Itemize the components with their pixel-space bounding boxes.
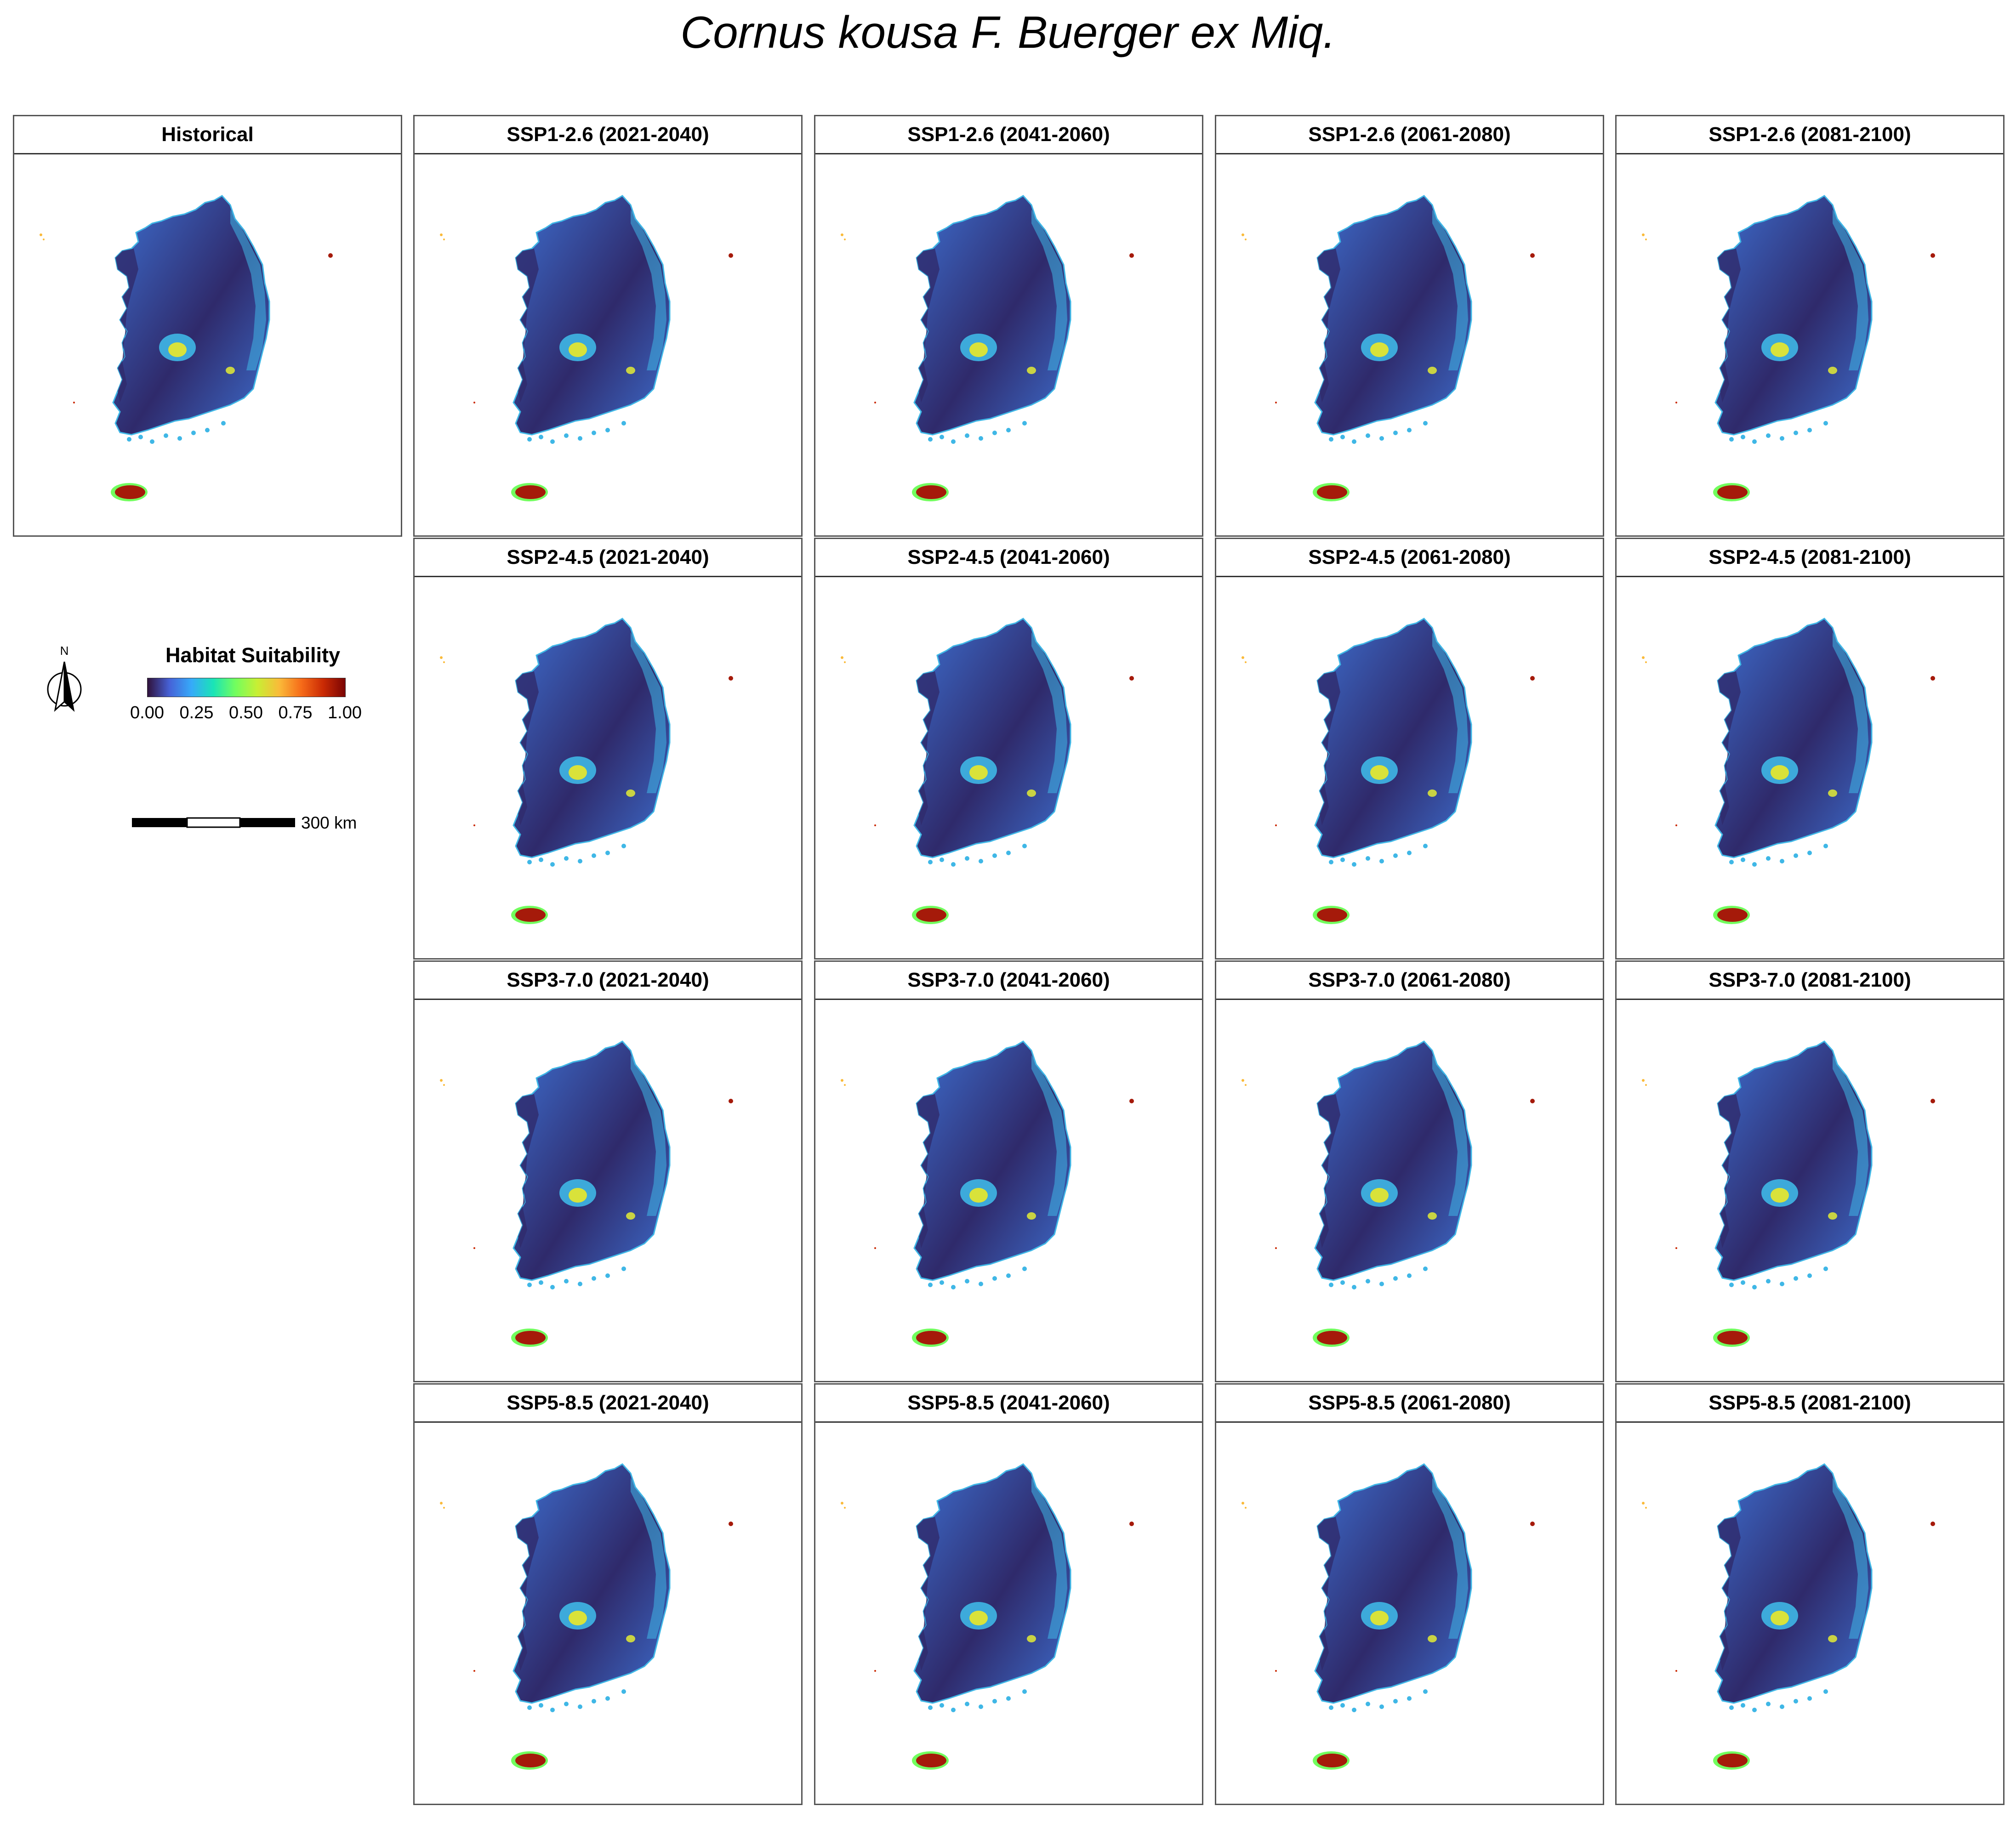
legend-tick-label: 0.00	[130, 703, 164, 722]
map-panel: SSP5-8.5 (2021-2040)	[413, 1383, 803, 1805]
panel-label: SSP1-2.6 (2041-2060)	[815, 116, 1202, 154]
suitability-map	[1241, 618, 1535, 924]
panel-label: SSP2-4.5 (2041-2060)	[815, 539, 1202, 577]
legend: Habitat Suitability 0.00 0.25 0.50 0.75 1.00	[124, 643, 382, 735]
panel-label: SSP5-8.5 (2021-2040)	[415, 1385, 801, 1423]
map-panel: SSP3-7.0 (2081-2100)	[1615, 960, 2005, 1382]
panel-label: SSP1-2.6 (2061-2080)	[1216, 116, 1603, 154]
panel-label: SSP5-8.5 (2061-2080)	[1216, 1385, 1603, 1423]
panel-label: SSP2-4.5 (2021-2040)	[415, 539, 801, 577]
suitability-map	[1241, 1463, 1535, 1770]
suitability-map	[1642, 1463, 1935, 1770]
map-panel: SSP2-4.5 (2041-2060)	[814, 538, 1203, 960]
north-label: N	[60, 644, 69, 658]
suitability-map	[440, 1040, 733, 1347]
panel-label: SSP3-7.0 (2021-2040)	[415, 962, 801, 1000]
map-panel: SSP5-8.5 (2081-2100)	[1615, 1383, 2005, 1805]
suitability-map	[841, 1040, 1134, 1347]
suitability-map	[841, 1463, 1134, 1770]
map-panel: SSP2-4.5 (2021-2040)	[413, 538, 803, 960]
legend-colorbar	[147, 678, 346, 697]
map-panel: SSP1-2.6 (2021-2040)	[413, 115, 803, 537]
scale-label: 300 km	[301, 813, 357, 832]
legend-tick-label: 0.25	[179, 703, 214, 722]
legend-tick-label: 0.75	[278, 703, 313, 722]
suitability-map	[1241, 1040, 1535, 1347]
suitability-map	[841, 195, 1134, 501]
legend-tick-label: 1.00	[328, 703, 362, 722]
panel-label: SSP2-4.5 (2081-2100)	[1617, 539, 2003, 577]
panel-label: SSP5-8.5 (2041-2060)	[815, 1385, 1202, 1423]
legend-title: Habitat Suitability	[165, 643, 341, 667]
map-panel: Historical	[13, 115, 402, 537]
map-panel: SSP5-8.5 (2041-2060)	[814, 1383, 1203, 1805]
map-panel: SSP3-7.0 (2041-2060)	[814, 960, 1203, 1382]
map-panel: SSP1-2.6 (2061-2080)	[1215, 115, 1604, 537]
panel-label: SSP2-4.5 (2061-2080)	[1216, 539, 1603, 577]
panel-label: SSP3-7.0 (2041-2060)	[815, 962, 1202, 1000]
suitability-map	[841, 618, 1134, 924]
suitability-map	[440, 618, 733, 924]
north-arrow-icon: N	[47, 644, 82, 712]
panel-label: Historical	[14, 116, 401, 154]
panel-label: SSP3-7.0 (2061-2080)	[1216, 962, 1603, 1000]
map-panel: SSP2-4.5 (2061-2080)	[1215, 538, 1604, 960]
suitability-map	[1642, 618, 1935, 924]
scale-bar-segments	[132, 817, 295, 828]
suitability-map	[440, 195, 733, 501]
panel-label: SSP5-8.5 (2081-2100)	[1617, 1385, 2003, 1423]
suitability-map	[1642, 195, 1935, 501]
suitability-map	[1241, 195, 1535, 501]
legend-tick-label: 0.50	[229, 703, 263, 722]
suitability-map	[440, 1463, 733, 1770]
map-panel: SSP1-2.6 (2081-2100)	[1615, 115, 2005, 537]
map-panel: SSP5-8.5 (2061-2080)	[1215, 1383, 1604, 1805]
suitability-map	[1642, 1040, 1935, 1347]
suitability-map	[40, 195, 333, 501]
map-panel: SSP1-2.6 (2041-2060)	[814, 115, 1203, 537]
map-panel: SSP3-7.0 (2021-2040)	[413, 960, 803, 1382]
map-panel: SSP2-4.5 (2081-2100)	[1615, 538, 2005, 960]
page-title: Cornus kousa F. Buerger ex Miq.	[680, 7, 1336, 57]
scale-bar: 300 km	[131, 813, 388, 841]
panel-label: SSP1-2.6 (2081-2100)	[1617, 116, 2003, 154]
panel-label: SSP1-2.6 (2021-2040)	[415, 116, 801, 154]
panel-label: SSP3-7.0 (2081-2100)	[1617, 962, 2003, 1000]
map-panel: SSP3-7.0 (2061-2080)	[1215, 960, 1604, 1382]
